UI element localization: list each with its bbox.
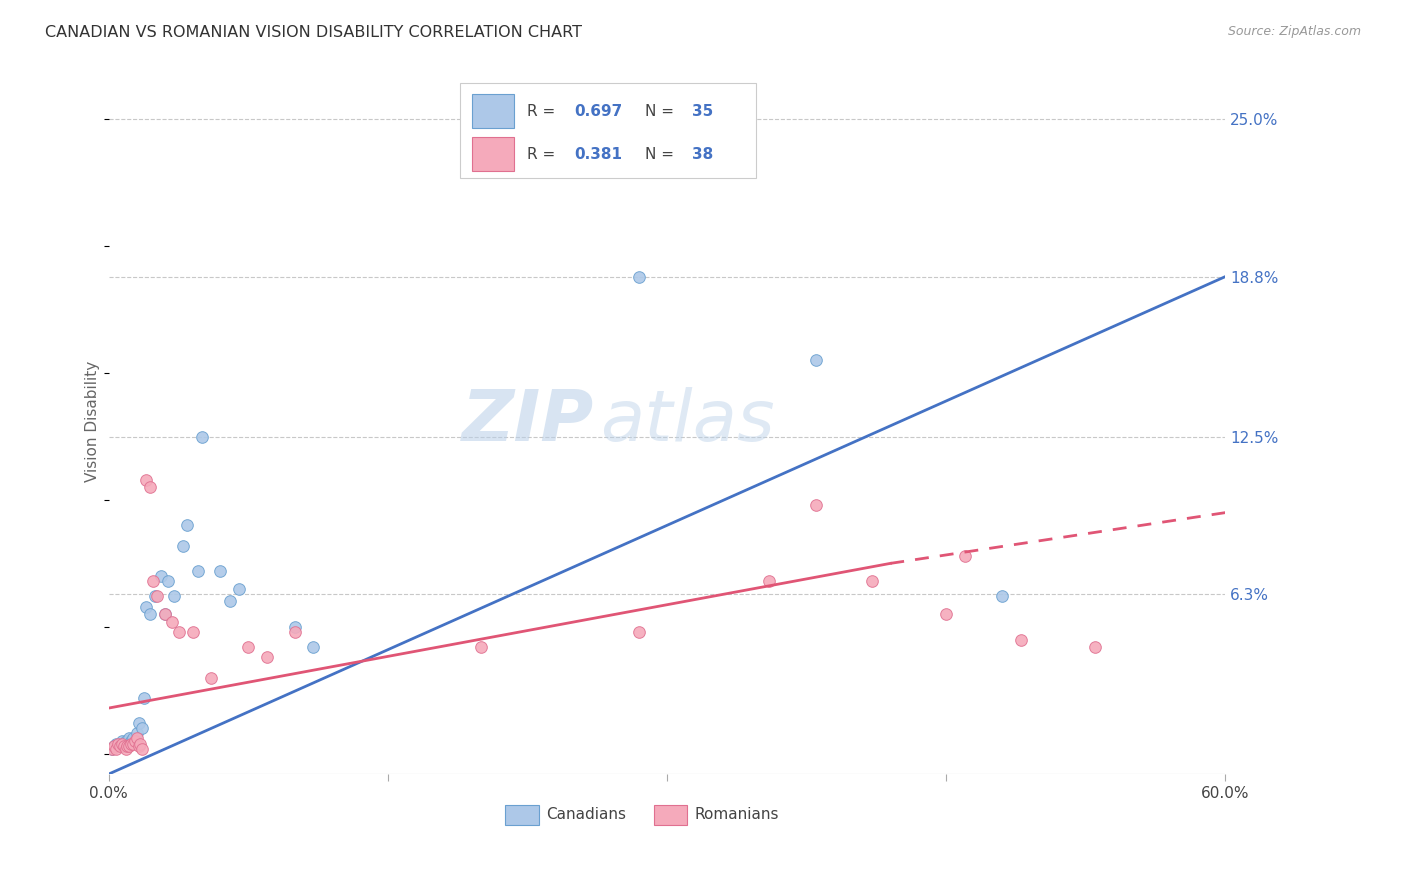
Point bbox=[117, 737, 139, 751]
FancyBboxPatch shape bbox=[461, 83, 756, 178]
Point bbox=[804, 353, 827, 368]
Point bbox=[953, 549, 976, 563]
Point bbox=[134, 690, 156, 705]
Text: 35: 35 bbox=[692, 103, 713, 119]
Point bbox=[804, 498, 827, 512]
Text: Source: ZipAtlas.com: Source: ZipAtlas.com bbox=[1227, 25, 1361, 38]
Point bbox=[228, 582, 250, 596]
Point bbox=[128, 739, 150, 753]
Point bbox=[138, 607, 160, 622]
Point bbox=[153, 607, 176, 622]
FancyBboxPatch shape bbox=[654, 805, 688, 825]
Text: Canadians: Canadians bbox=[547, 807, 627, 822]
Text: N =: N = bbox=[645, 103, 679, 119]
Point bbox=[103, 739, 125, 753]
Point bbox=[758, 574, 780, 589]
Point bbox=[117, 739, 139, 753]
Text: N =: N = bbox=[645, 146, 679, 161]
Text: 0.381: 0.381 bbox=[575, 146, 623, 161]
Point bbox=[129, 737, 152, 751]
Point bbox=[120, 734, 142, 748]
Point bbox=[103, 739, 125, 753]
Point bbox=[131, 741, 153, 756]
Point bbox=[122, 737, 145, 751]
Point bbox=[107, 737, 129, 751]
Point bbox=[120, 737, 142, 751]
Point bbox=[112, 739, 135, 753]
Point bbox=[114, 741, 136, 756]
Point bbox=[101, 741, 124, 756]
Point bbox=[1010, 632, 1032, 647]
Text: atlas: atlas bbox=[600, 387, 775, 456]
Point bbox=[105, 737, 128, 751]
Point bbox=[138, 480, 160, 494]
Point bbox=[125, 726, 148, 740]
Point bbox=[105, 741, 128, 756]
Text: R =: R = bbox=[527, 103, 561, 119]
Point bbox=[111, 734, 134, 748]
Point bbox=[135, 599, 157, 614]
Point bbox=[101, 741, 124, 756]
Point bbox=[128, 716, 150, 731]
Point bbox=[284, 620, 307, 634]
Text: 38: 38 bbox=[692, 146, 713, 161]
Point bbox=[118, 739, 141, 753]
Point bbox=[107, 739, 129, 753]
Point bbox=[302, 640, 325, 654]
Point bbox=[935, 607, 957, 622]
Point bbox=[131, 722, 153, 736]
Point bbox=[238, 640, 260, 654]
Point bbox=[172, 539, 194, 553]
Point bbox=[135, 473, 157, 487]
Point bbox=[143, 590, 166, 604]
Point bbox=[991, 590, 1014, 604]
Point bbox=[187, 564, 209, 578]
Text: ZIP: ZIP bbox=[463, 387, 595, 456]
Point bbox=[284, 624, 307, 639]
Text: R =: R = bbox=[527, 146, 561, 161]
Point bbox=[146, 590, 169, 604]
Point bbox=[163, 590, 186, 604]
Point bbox=[157, 574, 180, 589]
Point bbox=[470, 640, 492, 654]
Point bbox=[1084, 640, 1107, 654]
Text: CANADIAN VS ROMANIAN VISION DISABILITY CORRELATION CHART: CANADIAN VS ROMANIAN VISION DISABILITY C… bbox=[45, 25, 582, 40]
Point bbox=[111, 737, 134, 751]
Point bbox=[142, 574, 165, 589]
FancyBboxPatch shape bbox=[471, 137, 515, 171]
Point bbox=[860, 574, 883, 589]
Point bbox=[160, 615, 183, 629]
Point bbox=[181, 624, 204, 639]
FancyBboxPatch shape bbox=[505, 805, 538, 825]
Point bbox=[108, 739, 131, 753]
Y-axis label: Vision Disability: Vision Disability bbox=[86, 360, 100, 482]
Point bbox=[169, 624, 191, 639]
Text: Romanians: Romanians bbox=[695, 807, 779, 822]
Point bbox=[114, 734, 136, 748]
Point bbox=[153, 607, 176, 622]
Text: 0.697: 0.697 bbox=[575, 103, 623, 119]
FancyBboxPatch shape bbox=[471, 95, 515, 128]
Point bbox=[628, 269, 651, 284]
Point bbox=[256, 650, 278, 665]
Point bbox=[108, 737, 131, 751]
Point bbox=[218, 594, 240, 608]
Point bbox=[176, 518, 198, 533]
Point bbox=[124, 734, 146, 748]
Point bbox=[200, 671, 222, 685]
Point bbox=[149, 569, 172, 583]
Point bbox=[191, 429, 214, 443]
Point bbox=[209, 564, 232, 578]
Point bbox=[118, 731, 141, 746]
Point bbox=[628, 624, 651, 639]
Point bbox=[125, 731, 148, 746]
Point bbox=[122, 731, 145, 746]
Point bbox=[112, 739, 135, 753]
